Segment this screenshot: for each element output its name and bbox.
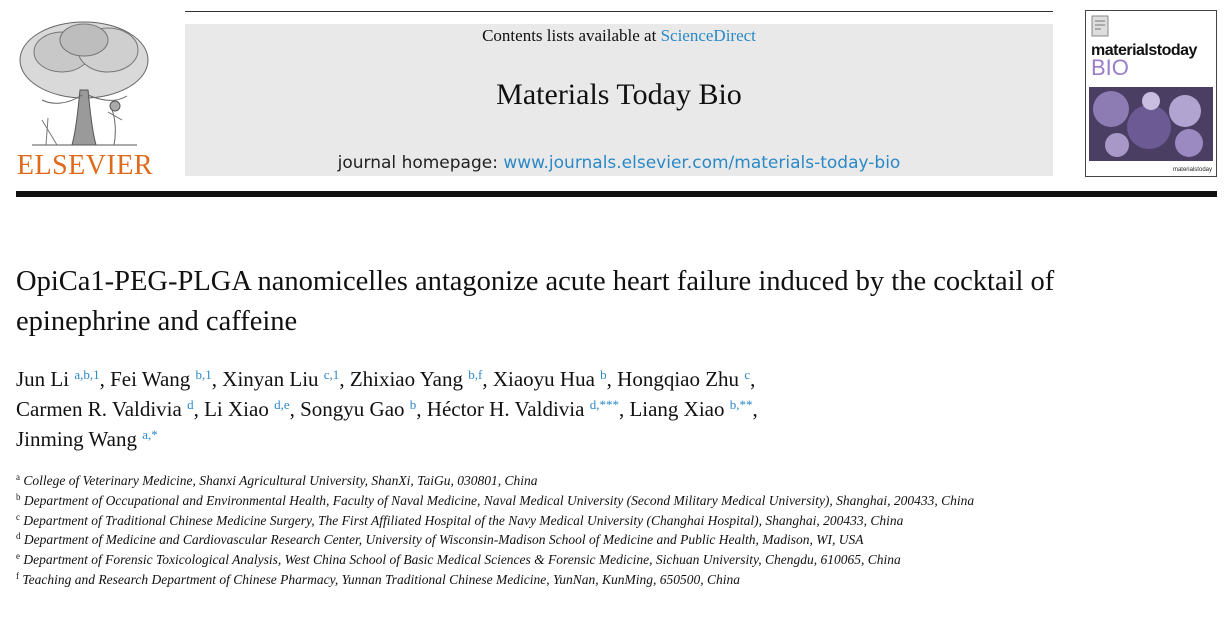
author[interactable]: Fei Wang b,1, [110, 367, 222, 391]
cover-artwork-icon [1089, 87, 1213, 161]
affiliation-item: c Department of Traditional Chinese Medi… [16, 511, 1216, 531]
author[interactable]: Xinyan Liu c,1, [222, 367, 350, 391]
author-list: Jun Li a,b,1, Fei Wang b,1, Xinyan Liu c… [16, 364, 1216, 454]
affiliation-item: a College of Veterinary Medicine, Shanxi… [16, 471, 1216, 491]
author-affiliation-sup[interactable]: d [187, 397, 194, 412]
affiliation-key: c [16, 511, 20, 522]
author-affiliation-sup[interactable]: b [600, 367, 607, 382]
affiliation-text: College of Veterinary Medicine, Shanxi A… [20, 473, 538, 488]
author-separator: , [618, 397, 630, 421]
author-name: Fei Wang [110, 367, 191, 391]
author-affiliation-sup[interactable]: d,e [274, 397, 290, 412]
author-separator: , [416, 397, 427, 421]
header-thick-rule [16, 191, 1217, 197]
author-affiliation-sup[interactable]: b [409, 397, 417, 412]
author[interactable]: Carmen R. Valdivia d, [16, 397, 204, 421]
article-title: OpiCa1-PEG-PLGA nanomicelles antagonize … [16, 266, 1055, 337]
affiliation-item: d Department of Medicine and Cardiovascu… [16, 530, 1216, 550]
affiliation-key: f [16, 570, 19, 581]
cover-sub: BIO [1091, 55, 1129, 80]
journal-cover[interactable]: materialstoday BIO materialstoday [1085, 10, 1217, 177]
affiliation-key: a [16, 472, 20, 482]
author-affiliation-sup[interactable]: a,b,1 [74, 367, 100, 382]
author[interactable]: Zhixiao Yang b,f, [350, 367, 493, 391]
author-name: Carmen R. Valdivia [16, 397, 182, 421]
journal-homepage-link[interactable]: www.journals.elsevier.com/materials-toda… [503, 153, 901, 173]
author[interactable]: Li Xiao d,e, [204, 397, 300, 421]
author-affiliation-sup[interactable]: b,f [468, 367, 483, 382]
author-name: Jinming Wang [16, 427, 138, 451]
author-affiliation-sup[interactable]: c,1 [323, 367, 340, 382]
author-separator: , [482, 367, 493, 391]
homepage-prefix: journal homepage: [337, 153, 504, 173]
author-affiliation-sup[interactable]: d,*** [589, 397, 619, 412]
author-affiliation-sup[interactable]: c [744, 367, 751, 382]
affiliation-list: a College of Veterinary Medicine, Shanxi… [16, 471, 1216, 590]
author[interactable]: Hongqiao Zhu c, [617, 367, 755, 391]
author-affiliation-sup[interactable]: a,* [142, 427, 158, 442]
author[interactable]: Jinming Wang a,* [16, 427, 158, 451]
author-name: Zhixiao Yang [349, 367, 463, 391]
affiliation-text: Department of Traditional Chinese Medici… [20, 512, 904, 528]
affiliation-text: Department of Forensic Toxicological Ana… [20, 552, 901, 568]
author-name: Xinyan Liu [222, 367, 319, 391]
author-name: Hongqiao Zhu [617, 367, 740, 391]
author-name: Xiaoyu Hua [492, 367, 595, 391]
author[interactable]: Héctor H. Valdivia d,***, [427, 397, 630, 421]
elsevier-tree-icon [19, 21, 149, 146]
homepage-line: journal homepage: www.journals.elsevier.… [185, 153, 1053, 173]
cover-footer: materialstoday [1172, 167, 1212, 173]
author-separator: , [289, 397, 301, 421]
author[interactable]: Xiaoyu Hua b, [493, 367, 617, 391]
author-affiliation-sup[interactable]: b,** [729, 397, 753, 412]
affiliation-key: d [16, 531, 21, 542]
journal-title: Materials Today Bio [496, 78, 742, 111]
author-separator: , [193, 397, 205, 421]
affiliation-text: Department of Occupational and Environme… [20, 492, 975, 508]
header-top-rule [185, 11, 1053, 12]
author-affiliation-sup[interactable]: b,1 [195, 367, 212, 382]
elsevier-wordmark: ELSEVIER [16, 150, 154, 181]
author-name: Li Xiao [204, 397, 269, 421]
author[interactable]: Liang Xiao b,**, [629, 397, 757, 421]
affiliation-item: b Department of Occupational and Environ… [16, 491, 1216, 511]
author-separator: , [99, 367, 111, 391]
affiliation-key: b [16, 491, 21, 502]
author-name: Héctor H. Valdivia [426, 397, 585, 421]
cover-brand: materialstoday [1091, 42, 1197, 59]
author-name: Liang Xiao [629, 397, 725, 421]
journal-banner [185, 24, 1053, 176]
author-separator: , [211, 367, 223, 391]
affiliation-key: e [16, 551, 20, 562]
contents-line: Contents lists available at ScienceDirec… [185, 26, 1053, 46]
author-name: Jun Li [16, 367, 70, 391]
author-separator: , [606, 367, 618, 391]
author-separator: , [752, 397, 758, 421]
author-name: Songyu Gao [300, 397, 405, 421]
author-separator: , [339, 367, 350, 391]
affiliation-text: Teaching and Research Department of Chin… [19, 571, 740, 587]
contents-prefix: Contents lists available at [482, 26, 661, 45]
author-separator: , [750, 367, 756, 391]
affiliation-item: f Teaching and Research Department of Ch… [16, 570, 1216, 590]
cover-top-icon [1091, 15, 1109, 37]
author[interactable]: Jun Li a,b,1, [16, 367, 110, 391]
sciencedirect-link[interactable]: ScienceDirect [660, 26, 756, 45]
affiliation-text: Department of Medicine and Cardiovascula… [20, 532, 864, 548]
affiliation-item: e Department of Forensic Toxicological A… [16, 550, 1216, 570]
author[interactable]: Songyu Gao b, [300, 397, 427, 421]
